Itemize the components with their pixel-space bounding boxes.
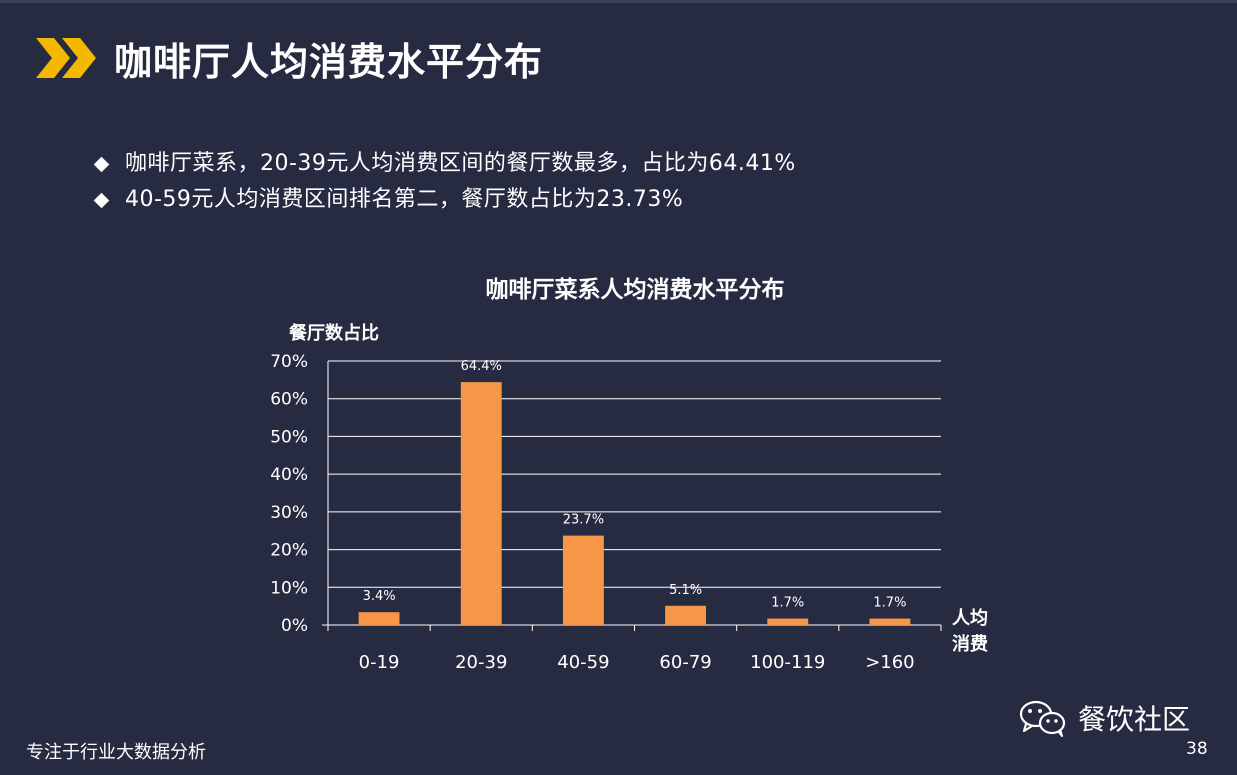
bar — [562, 535, 604, 625]
bullet-text: 40-59元人均消费区间排名第二，餐厅数占比为23.73% — [125, 187, 684, 212]
data-label: 3.4% — [363, 589, 396, 604]
chart-title: 咖啡厅菜系人均消费水平分布 — [485, 277, 785, 303]
y-tick-label: 70% — [270, 352, 308, 372]
page-number: 38 — [1186, 739, 1208, 759]
x-tick-label: 0-19 — [359, 652, 400, 673]
x-tick-label: >160 — [865, 652, 914, 673]
x-tick-label: 40-59 — [557, 652, 609, 673]
brand-logo: 餐饮社区 — [1018, 698, 1190, 738]
bar — [460, 382, 502, 625]
x-axis-title-line2: 消费 — [952, 633, 988, 655]
double-chevron-icon — [36, 38, 96, 78]
y-tick-label: 50% — [270, 427, 308, 447]
data-label: 23.7% — [563, 513, 604, 528]
data-label: 1.7% — [873, 596, 906, 611]
x-tick-label: 20-39 — [455, 652, 507, 673]
bar — [665, 605, 707, 625]
y-tick-label: 0% — [281, 616, 308, 636]
footer-tagline: 专注于行业大数据分析 — [26, 742, 206, 763]
y-tick-label: 30% — [270, 503, 308, 523]
brand-name: 餐饮社区 — [1078, 703, 1191, 736]
bullet-text: 咖啡厅菜系，20-39元人均消费区间的餐厅数最多，占比为64.41% — [125, 151, 796, 176]
y-tick-label: 20% — [270, 541, 308, 561]
bar — [869, 618, 911, 625]
page-title: 咖啡厅人均消费水平分布 — [114, 39, 544, 84]
x-tick-label: 100-119 — [750, 652, 825, 673]
wechat-icon — [1019, 700, 1066, 737]
y-tick-label: 60% — [270, 390, 308, 410]
slide-header: 咖啡厅人均消费水平分布 — [36, 32, 543, 84]
y-tick-label: 40% — [270, 465, 308, 485]
y-axis-title: 餐厅数占比 — [288, 322, 379, 344]
data-label: 5.1% — [669, 583, 702, 598]
bar — [358, 612, 400, 625]
bullet-list: 咖啡厅菜系，20-39元人均消费区间的餐厅数最多，占比为64.41% 40-59… — [92, 146, 796, 218]
top-border — [0, 0, 1237, 3]
bullet-item: 咖啡厅菜系，20-39元人均消费区间的餐厅数最多，占比为64.41% — [92, 146, 796, 182]
x-axis-title-line1: 人均 — [952, 607, 988, 629]
bar — [767, 618, 809, 625]
data-label: 64.4% — [461, 359, 502, 374]
data-label: 1.7% — [771, 596, 804, 611]
y-tick-label: 10% — [270, 578, 308, 598]
bullet-item: 40-59元人均消费区间排名第二，餐厅数占比为23.73% — [92, 182, 796, 218]
x-tick-label: 60-79 — [659, 652, 711, 673]
